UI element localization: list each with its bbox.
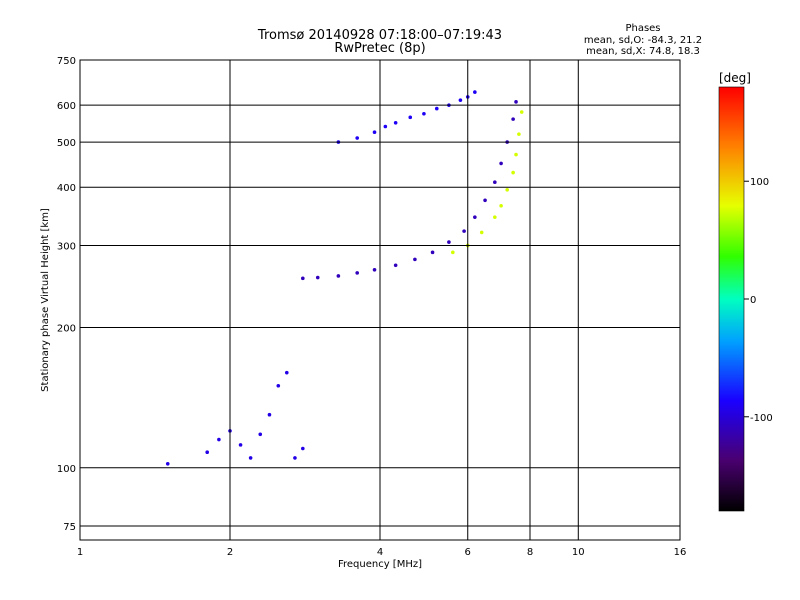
data-point bbox=[473, 90, 477, 94]
data-point bbox=[293, 456, 297, 460]
y-tick-label: 600 bbox=[57, 101, 76, 112]
y-tick-label: 500 bbox=[57, 138, 76, 149]
x-tick-label: 6 bbox=[465, 547, 471, 558]
y-tick-label: 400 bbox=[57, 183, 76, 194]
data-point bbox=[517, 132, 521, 136]
data-point bbox=[393, 120, 398, 125]
data-point bbox=[451, 250, 455, 255]
data-point bbox=[267, 412, 272, 417]
y-tick-label: 750 bbox=[57, 56, 76, 67]
data-point bbox=[301, 276, 305, 281]
colorbar-tick-label: -100 bbox=[750, 413, 773, 424]
chart-title: Tromsø 20140928 07:18:00–07:19:43 bbox=[257, 28, 502, 43]
x-tick-label: 2 bbox=[227, 547, 233, 558]
data-point bbox=[479, 230, 484, 235]
y-tick-label: 100 bbox=[57, 464, 76, 475]
data-point bbox=[258, 432, 263, 437]
colorbar-tick-label: 100 bbox=[750, 177, 769, 188]
data-point bbox=[511, 170, 515, 175]
data-point bbox=[505, 187, 509, 192]
data-point bbox=[493, 180, 497, 185]
data-point bbox=[336, 274, 341, 278]
data-point bbox=[205, 450, 209, 455]
data-point bbox=[372, 267, 377, 272]
data-point bbox=[514, 152, 518, 157]
data-point bbox=[430, 250, 435, 255]
data-point bbox=[393, 263, 398, 268]
y-tick-labels: 75 100 200 300 400 500 600 750 bbox=[57, 56, 76, 533]
data-point bbox=[217, 437, 221, 442]
data-point bbox=[458, 98, 463, 102]
chart-subtitle: RwPretec (8p) bbox=[334, 41, 425, 56]
data-point bbox=[315, 275, 320, 280]
colorbar-tick-label: 0 bbox=[750, 295, 756, 306]
data-point bbox=[408, 115, 413, 120]
data-point bbox=[165, 462, 170, 466]
x-tick-label: 8 bbox=[527, 547, 533, 558]
y-tick-label: 300 bbox=[57, 241, 76, 252]
data-point bbox=[519, 110, 524, 114]
data-point bbox=[248, 456, 253, 460]
data-point bbox=[276, 383, 281, 388]
data-point bbox=[499, 203, 503, 208]
data-point bbox=[499, 161, 503, 166]
colorbar-label: [deg] bbox=[719, 71, 751, 85]
y-tick-label: 200 bbox=[57, 324, 76, 335]
plot-frame bbox=[79, 59, 681, 541]
data-point bbox=[301, 446, 305, 451]
y-axis-label: Stationary phase Virtual Height [km] bbox=[40, 208, 51, 392]
data-point bbox=[372, 130, 377, 134]
x-tick-label: 1 bbox=[77, 547, 83, 558]
x-tick-label: 16 bbox=[674, 547, 687, 558]
data-point bbox=[355, 271, 359, 275]
data-point bbox=[514, 100, 518, 104]
gridlines bbox=[80, 60, 680, 540]
data-point bbox=[511, 117, 515, 121]
colorbar bbox=[718, 86, 745, 512]
phase-stats-heading: Phases bbox=[625, 23, 660, 34]
x-axis-label: Frequency [MHz] bbox=[338, 559, 422, 570]
data-point bbox=[447, 240, 451, 244]
data-point bbox=[413, 257, 417, 262]
data-point bbox=[434, 106, 439, 111]
data-point bbox=[383, 124, 388, 129]
data-point bbox=[284, 370, 289, 375]
x-tick-label: 10 bbox=[572, 547, 585, 558]
x-tick-label: 4 bbox=[377, 547, 383, 558]
data-point bbox=[422, 111, 426, 116]
data-point bbox=[355, 136, 359, 140]
phase-stats-x: mean, sd,X: 74.8, 18.3 bbox=[586, 46, 700, 57]
y-tick-label: 75 bbox=[63, 522, 76, 533]
data-point bbox=[493, 215, 497, 219]
x-tick-labels: 1 2 4 6 8 10 16 bbox=[77, 547, 687, 558]
data-point bbox=[473, 215, 477, 219]
phase-stats-o: mean, sd,O: -84.3, 21.2 bbox=[584, 35, 702, 46]
data-point bbox=[483, 198, 487, 203]
colorbar-ticks: 100 0 -100 bbox=[744, 177, 773, 424]
data-point bbox=[462, 229, 466, 233]
data-points bbox=[165, 90, 524, 466]
data-point bbox=[238, 443, 243, 447]
